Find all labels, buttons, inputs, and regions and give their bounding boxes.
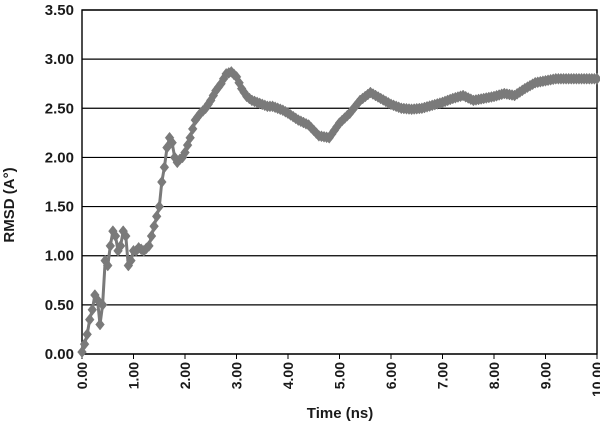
data-point [105, 239, 116, 252]
data-point [85, 313, 95, 326]
x-tick-label: 7.00 [435, 362, 451, 389]
y-tick-label: 0.00 [45, 346, 74, 363]
y-axis-title: RMSD (A°) [1, 167, 18, 242]
data-point [185, 131, 195, 144]
x-tick-label: 10.00 [589, 362, 600, 397]
data-point [144, 239, 154, 252]
data-point [157, 176, 167, 188]
y-tick-label: 1.50 [45, 199, 74, 216]
x-tick-label: 5.00 [332, 362, 348, 389]
data-point [167, 136, 177, 149]
data-point [79, 338, 90, 351]
x-tick-label: 2.00 [177, 362, 193, 389]
x-tick-label: 0.00 [74, 362, 90, 389]
x-tick-label: 9.00 [538, 362, 554, 389]
data-point [151, 210, 162, 223]
data-point [110, 230, 121, 242]
data-point [149, 220, 159, 233]
x-tick-label: 6.00 [383, 362, 399, 389]
series-rmsd [77, 66, 600, 358]
data-point [115, 239, 126, 252]
data-point [154, 200, 164, 213]
data-point [95, 318, 105, 331]
data-point [182, 139, 193, 152]
data-point [126, 254, 136, 267]
x-tick-labels: 0.00 1.00 2.00 3.00 4.00 5.00 6.00 7.00 8.00 9.00… [74, 354, 600, 397]
gridlines [82, 9, 597, 355]
y-tick-label: 3.00 [45, 51, 74, 68]
y-tick-label: 3.50 [45, 2, 74, 19]
y-tick-label: 2.50 [45, 100, 74, 117]
x-axis-title: Time (ns) [307, 405, 373, 422]
data-point [82, 328, 92, 341]
data-point [87, 303, 98, 316]
data-point [121, 230, 131, 242]
data-point [92, 294, 103, 306]
data-point [103, 259, 113, 272]
data-point [188, 123, 198, 135]
data-point [159, 161, 170, 174]
y-tick-label: 2.00 [45, 149, 74, 166]
x-tick-label: 4.00 [280, 362, 296, 389]
y-tick-label: 1.00 [45, 248, 74, 265]
x-tick-label: 1.00 [126, 362, 142, 389]
x-tick-label: 8.00 [486, 362, 502, 389]
y-tick-label: 0.50 [45, 297, 74, 314]
data-point [146, 230, 157, 242]
data-point [97, 298, 108, 311]
x-tick-label: 3.00 [229, 362, 245, 389]
y-tick-labels: 0.00 0.50 1.00 1.50 2.00 2.50 3.00 3.50 [45, 2, 74, 363]
